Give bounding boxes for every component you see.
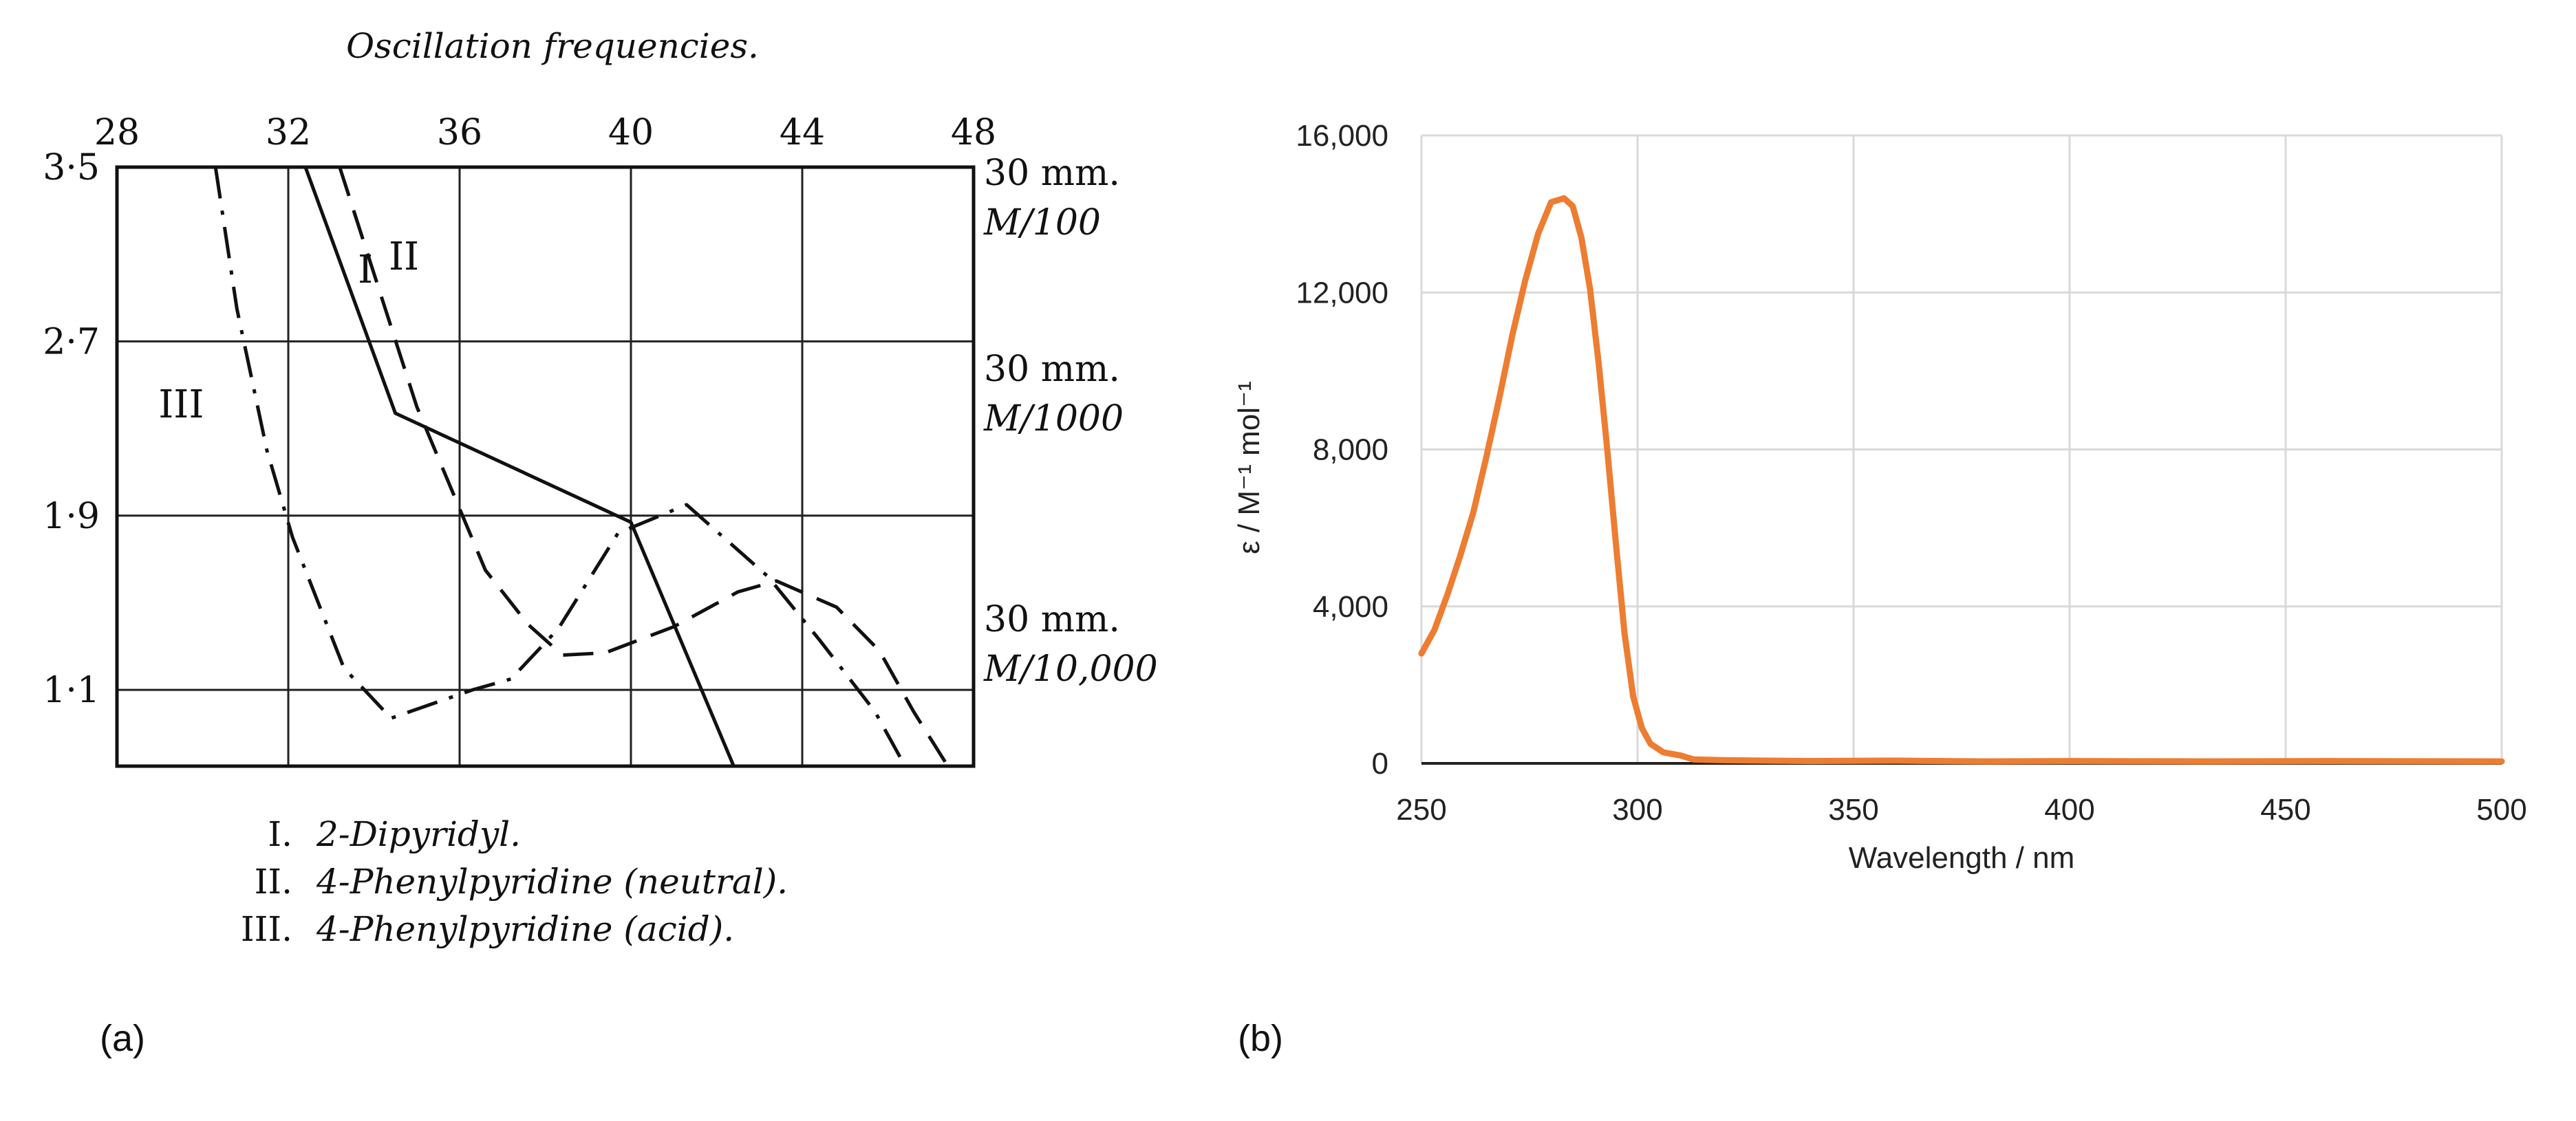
panel-b-y-tick-label: 0 [1372, 747, 1388, 781]
panel-b-x-tick-label: 450 [2260, 793, 2310, 827]
panel-a-legend: I. 2-Dipyridyl. II. 4-Phenylpyridine (neutr… [241, 814, 788, 949]
panel-a-curve-label-III: III [158, 382, 204, 427]
panel-a-frame [115, 165, 976, 768]
panel-b-y-tick-label: 12,000 [1296, 276, 1388, 309]
panel-a-x-tick-label: 28 [94, 112, 140, 153]
panel-a-legend-numeral: I. [268, 814, 292, 854]
panel-b: 250 300 350 400 450 500 0 4,000 8,000 12,000 16,0… [1232, 119, 2527, 1059]
panel-a-grid [117, 167, 974, 766]
panel-b-x-tick-labels: 250 300 350 400 450 500 [1396, 793, 2526, 827]
panel-b-x-axis-label: Wavelength / nm [1849, 841, 2075, 875]
panel-a-series-II-line [338, 166, 949, 768]
panel-b-grid [1420, 134, 2503, 763]
panel-b-y-tick-label: 16,000 [1296, 119, 1388, 153]
panel-a-legend-text: 4-Phenylpyridine (neutral). [316, 862, 788, 902]
panel-a-legend-text: 4-Phenylpyridine (acid). [316, 909, 734, 949]
panel-a-x-tick-label: 44 [780, 112, 825, 153]
panel-a: Oscillation frequencies. 28 32 36 40 44 48 3·… [43, 26, 1157, 1059]
panel-a-curve-label-I: I [358, 248, 373, 292]
panel-b-x-tick-label: 400 [2044, 793, 2094, 827]
panel-a-label: (a) [100, 1018, 145, 1059]
panel-a-series-group [213, 166, 949, 768]
panel-a-annotation-line1: 30 mm. [984, 153, 1120, 194]
panel-a-y-tick-label: 1·9 [43, 496, 100, 537]
panel-b-y-tick-labels: 0 4,000 8,000 12,000 16,000 [1296, 119, 1388, 781]
panel-a-title: Oscillation frequencies. [346, 26, 759, 66]
panel-b-label: (b) [1238, 1018, 1283, 1059]
panel-a-x-tick-label: 48 [951, 112, 996, 153]
panel-a-x-tick-label: 32 [266, 112, 311, 153]
panel-a-y-tick-labels: 3·5 2·7 1·9 1·1 [43, 147, 100, 711]
panel-a-series-I-line [303, 166, 736, 767]
panel-a-y-tick-label: 3·5 [43, 147, 100, 188]
panel-a-legend-numeral: III. [241, 909, 292, 949]
panel-a-x-tick-label: 40 [608, 112, 654, 153]
panel-a-curve-label-II: II [389, 235, 419, 279]
panel-b-x-tick-label: 500 [2476, 793, 2526, 827]
panel-a-annotation-line1: 30 mm. [984, 599, 1120, 640]
panel-a-x-tick-label: 36 [437, 112, 482, 153]
panel-b-series-absorption-line [1418, 195, 2505, 765]
panel-a-y-tick-label: 1·1 [43, 670, 100, 711]
panel-b-series-group [1418, 195, 2505, 765]
panel-b-y-tick-label: 4,000 [1313, 590, 1388, 624]
panel-b-y-tick-label: 8,000 [1313, 433, 1388, 467]
panel-a-right-annotations: 30 mm. M/100 30 mm. M/1000 30 mm. M/10,000 [983, 153, 1158, 690]
panel-a-legend-text: 2-Dipyridyl. [316, 814, 521, 854]
panel-b-x-tick-label: 300 [1612, 793, 1662, 827]
panel-a-legend-numeral: II. [255, 862, 292, 902]
panel-a-annotation-line2: M/1000 [983, 398, 1124, 439]
panel-b-x-tick-label: 350 [1828, 793, 1878, 827]
panel-a-annotation-line2: M/10,000 [983, 649, 1158, 690]
panel-a-annotation-line1: 30 mm. [984, 349, 1120, 390]
panel-a-series-III-line [213, 166, 907, 768]
panel-a-x-tick-labels: 28 32 36 40 44 48 [94, 112, 996, 153]
panel-b-x-tick-label: 250 [1396, 793, 1446, 827]
panel-a-y-tick-label: 2·7 [43, 321, 100, 362]
panel-a-annotation-line2: M/100 [983, 202, 1101, 243]
panel-b-y-axis-label: ε / M⁻¹ mol⁻¹ [1232, 381, 1266, 554]
